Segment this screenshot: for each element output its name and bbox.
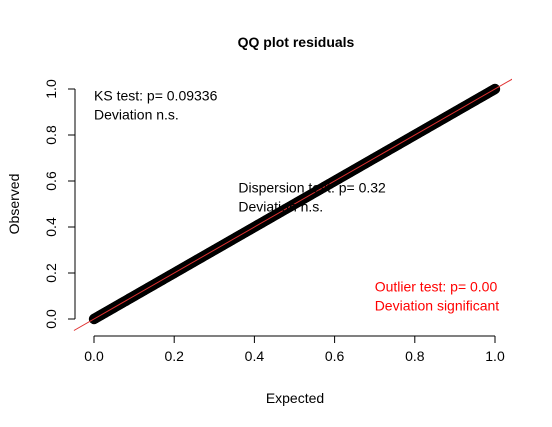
y-axis-label: Observed [6, 174, 22, 235]
reference-line [73, 78, 512, 331]
x-tick-label: 0.6 [325, 348, 345, 364]
annotation-line: Deviation n.s. [94, 107, 179, 123]
y-tick-label: 1.0 [43, 79, 59, 99]
x-tick-label: 0.2 [164, 348, 184, 364]
y-tick-label: 0.2 [43, 263, 59, 283]
annotation-line: Dispersion test: p= 0.32 [238, 180, 386, 196]
y-tick-label: 0.8 [43, 125, 59, 145]
y-axis-ticks: 0.0 0.2 0.4 0.6 0.8 1.0 [43, 79, 75, 329]
annotation-line: Deviation significant [375, 297, 500, 313]
y-tick-label: 0.6 [43, 171, 59, 191]
annotation-line: Deviation n.s. [238, 199, 323, 215]
annotation-line: KS test: p= 0.09336 [94, 88, 218, 104]
chart-title: QQ plot residuals [238, 34, 355, 50]
reference-line-path [73, 78, 512, 331]
annotation-line: Outlier test: p= 0.00 [375, 278, 498, 294]
y-tick-label: 0.0 [43, 309, 59, 329]
y-tick-label: 0.4 [43, 217, 59, 237]
test-annotations: KS test: p= 0.09336 Deviation n.s. Dispers… [94, 88, 499, 314]
x-axis-ticks: 0.0 0.2 0.4 0.6 0.8 1.0 [84, 336, 505, 364]
x-tick-label: 0.0 [84, 348, 104, 364]
x-tick-label: 1.0 [485, 348, 505, 364]
x-tick-label: 0.8 [405, 348, 425, 364]
x-tick-label: 0.4 [245, 348, 265, 364]
x-axis-label: Expected [266, 390, 324, 406]
